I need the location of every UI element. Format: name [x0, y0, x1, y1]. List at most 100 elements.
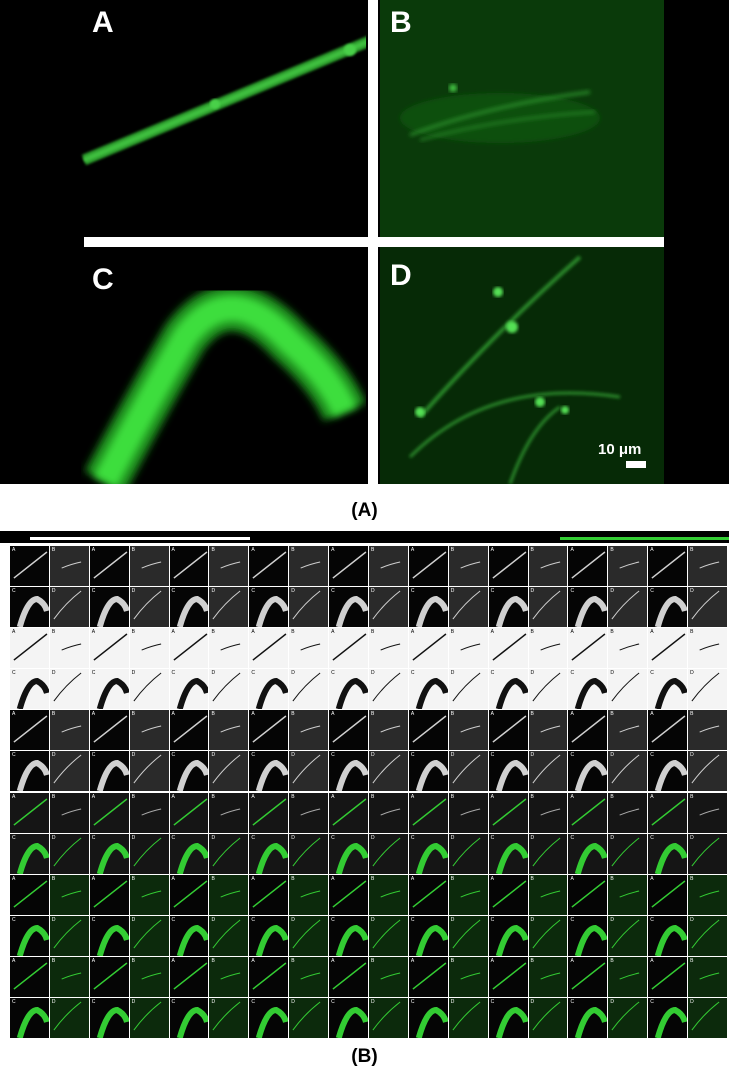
tile-image: [495, 842, 528, 874]
tile-panel-label: D: [530, 752, 535, 759]
tile-panel-label: C: [490, 670, 495, 677]
montage-tile: D: [528, 669, 568, 710]
montage-tile: C: [169, 833, 209, 874]
montage-tile: C: [10, 587, 49, 628]
montage-tile: A: [568, 710, 608, 751]
tile-panel-label: B: [530, 629, 534, 636]
tile-panel-label: C: [331, 588, 335, 595]
montage-tile: A: [488, 710, 528, 751]
montage-tile: B: [209, 628, 249, 669]
tile-image: [651, 880, 686, 908]
montage-tile: C: [329, 833, 368, 874]
tile-panel-label: D: [51, 752, 56, 759]
tile-image: [335, 760, 368, 792]
montage-tile: C: [488, 587, 528, 628]
tile-image: [495, 924, 528, 956]
tile-panel-label: D: [291, 752, 295, 759]
montage-tile: A: [249, 628, 289, 669]
tile-image: [212, 755, 241, 784]
tile-image: [332, 633, 367, 661]
tile-image: [415, 596, 448, 628]
montage-tile: B: [608, 792, 648, 833]
tile-image: [13, 797, 48, 826]
tile-image: [16, 760, 49, 792]
tile-image: [412, 551, 447, 579]
montage-tile: D: [209, 833, 249, 874]
tile-panel-label: C: [91, 834, 96, 841]
tile-image: [220, 643, 241, 651]
tile-image: [372, 590, 401, 620]
tile-image: [96, 842, 129, 874]
montage-tile: A: [568, 956, 608, 997]
montage-tile: A: [10, 710, 49, 751]
tile-panel-label: B: [690, 957, 694, 964]
tile-panel-label: D: [371, 834, 375, 841]
tile-panel-label: D: [291, 998, 295, 1005]
tile-image: [571, 551, 606, 579]
tile-panel-label: D: [51, 670, 56, 677]
tile-panel-label: D: [450, 998, 455, 1005]
tile-image: [415, 842, 448, 874]
tile-image: [93, 880, 128, 908]
montage-tile: A: [89, 874, 129, 915]
tile-image: [492, 797, 527, 826]
tile-image: [61, 725, 82, 733]
montage-tile: D: [49, 833, 89, 874]
montage-tile: B: [49, 710, 89, 751]
tile-panel-label: B: [131, 547, 135, 553]
montage-tile: D: [448, 997, 488, 1038]
tile-image: [655, 760, 688, 792]
tile-image: [532, 755, 560, 784]
tile-panel-label: A: [410, 793, 415, 800]
montage-tile: C: [169, 915, 209, 956]
montage-tile: C: [568, 587, 608, 628]
tile-panel-label: B: [131, 629, 135, 636]
tile-image: [176, 924, 209, 956]
tile-image: [252, 551, 287, 579]
tile-image: [172, 633, 207, 661]
tile-panel-label: A: [570, 547, 574, 553]
tile-panel-label: C: [650, 670, 654, 677]
montage-tile: C: [568, 997, 608, 1038]
tile-image: [611, 1001, 640, 1031]
montage-tile: A: [329, 792, 368, 833]
tile-panel-label: C: [251, 752, 255, 759]
tile-panel-label: C: [490, 588, 495, 595]
tile-image: [655, 596, 688, 628]
tile-panel-label: A: [650, 875, 654, 882]
tile-image: [256, 760, 289, 792]
tile-panel-label: C: [650, 752, 654, 759]
tile-image: [292, 837, 321, 866]
montage-tile: D: [608, 587, 648, 628]
tile-image: [380, 808, 401, 816]
tile-image: [492, 633, 527, 661]
tile-panel-label: A: [331, 629, 335, 636]
tile-panel-label: C: [12, 588, 16, 595]
tile-panel-label: A: [410, 875, 415, 882]
tile-image: [611, 755, 640, 784]
montage-tile: D: [289, 997, 329, 1038]
tile-image: [16, 924, 49, 956]
tile-panel-label: C: [91, 998, 96, 1005]
tile-panel-label: B: [51, 547, 56, 553]
tile-panel-label: B: [51, 711, 56, 718]
tile-panel-label: C: [410, 834, 415, 841]
tile-image: [655, 678, 688, 710]
panel-c-image: [84, 285, 366, 484]
tile-image: [655, 1006, 688, 1038]
tile-panel-label: A: [12, 629, 16, 636]
montage-tile: B: [209, 710, 249, 751]
montage-tile: D: [448, 833, 488, 874]
montage-tile: D: [608, 915, 648, 956]
tile-panel-label: A: [650, 957, 654, 964]
montage-tile: B: [129, 710, 169, 751]
montage-tile: D: [528, 751, 568, 792]
tile-panel-label: C: [410, 752, 415, 759]
montage-tile: D: [129, 751, 169, 792]
montage-tile: C: [89, 751, 129, 792]
tile-image: [452, 755, 481, 784]
tile-panel-label: D: [371, 916, 375, 923]
tile-image: [699, 890, 720, 898]
montage-tile: A: [648, 710, 688, 751]
montage-tile: C: [648, 833, 688, 874]
